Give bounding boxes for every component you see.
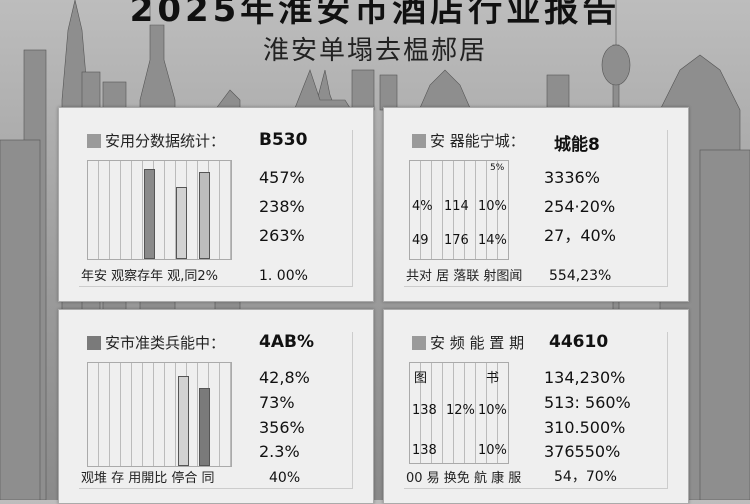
- bar: [176, 187, 187, 259]
- legend-square-icon: [87, 335, 101, 350]
- stat-value: 310.500%: [544, 417, 626, 437]
- stat-value: 263%: [259, 225, 305, 245]
- stat-value: 42,8%: [259, 368, 310, 387]
- stat-value: 27，40%: [544, 225, 616, 245]
- card-heading-value: 44610: [549, 332, 609, 352]
- card-footer: 观堆 存 用開比 停合 同: [81, 471, 215, 486]
- table-cell: 138: [412, 403, 437, 418]
- card-footer: 00 易 换免 航 康 服: [406, 471, 522, 486]
- card-heading: 安 器能宁城：: [430, 132, 525, 150]
- stat-value: 513: 560%: [544, 392, 631, 412]
- stat-value: 73%: [259, 392, 295, 412]
- table-cell: 书: [486, 371, 500, 386]
- bar-chart: [87, 160, 232, 260]
- card-footer: 年安 观察存年 观,同2%: [81, 269, 219, 284]
- legend-square-icon: [412, 335, 426, 350]
- stat-value: 2.3%: [259, 442, 300, 462]
- stat-value: 457%: [259, 168, 305, 187]
- stat-value: 3336%: [544, 168, 600, 187]
- table-cell: 12%: [446, 403, 475, 418]
- legend-square-icon: [412, 133, 426, 148]
- table-cell: 14%: [478, 233, 507, 248]
- stat-card-1: 安用分数据统计： B530 457% 238% 263% 年安 观察存年 观,同…: [58, 107, 374, 302]
- page-title: 2025年淮安市酒店行业报告: [129, 0, 621, 30]
- stat-value: 376550%: [544, 442, 621, 462]
- table-cell: 4%: [412, 199, 433, 214]
- stat-value: 238%: [259, 196, 305, 216]
- stat-value: 356%: [259, 417, 305, 437]
- table-cell: 176: [444, 233, 469, 248]
- bar: [178, 376, 189, 466]
- table-cell: 138: [412, 443, 437, 458]
- bar: [144, 169, 155, 259]
- table-cell: 5%: [490, 163, 505, 173]
- card-footer-value: 1. 00%: [259, 268, 308, 284]
- card-heading-value: 4AB%: [259, 332, 314, 352]
- card-heading-value: B530: [259, 130, 308, 150]
- card-heading: 安用分数据统计：: [105, 132, 226, 150]
- card-heading: 安 频 能 置 期: [430, 334, 525, 352]
- stat-value: 254·20%: [544, 196, 616, 216]
- table-cell: 图: [414, 371, 428, 386]
- legend-square-icon: [87, 133, 101, 148]
- page-subtitle: 淮安单塌去榅郝居: [262, 36, 487, 66]
- data-table: 5% 4% 114 10% 49 176 14%: [409, 160, 509, 260]
- stat-card-2: 安 器能宁城： 城能8 5% 4% 114 10% 49 176 14% 333…: [383, 107, 689, 302]
- stat-value: 134,230%: [544, 368, 626, 387]
- data-table: 图 书 138 12% 10% 138 10%: [409, 362, 509, 464]
- bar: [199, 388, 210, 466]
- stat-card-4: 安 频 能 置 期 44610 图 书 138 12% 10% 138 10% …: [383, 309, 689, 504]
- table-cell: 10%: [478, 403, 507, 418]
- card-footer: 共对 居 落联 射图闻: [406, 269, 523, 284]
- table-cell: 114: [444, 199, 469, 214]
- card-footer-value: 40%: [269, 470, 301, 486]
- table-cell: 10%: [478, 443, 507, 458]
- stat-card-3: 安市准类兵能中： 4AB% 42,8% 73% 356% 2.3% 观堆 存 用…: [58, 309, 374, 504]
- card-footer-value: 554,23%: [549, 268, 612, 284]
- card-footer-value: 54，70%: [554, 469, 617, 485]
- table-cell: 10%: [478, 199, 507, 214]
- card-heading-value: 城能8: [554, 135, 600, 155]
- bar: [199, 172, 210, 259]
- table-cell: 49: [412, 233, 429, 248]
- card-heading: 安市准类兵能中：: [105, 334, 226, 352]
- bar-chart: [87, 362, 232, 467]
